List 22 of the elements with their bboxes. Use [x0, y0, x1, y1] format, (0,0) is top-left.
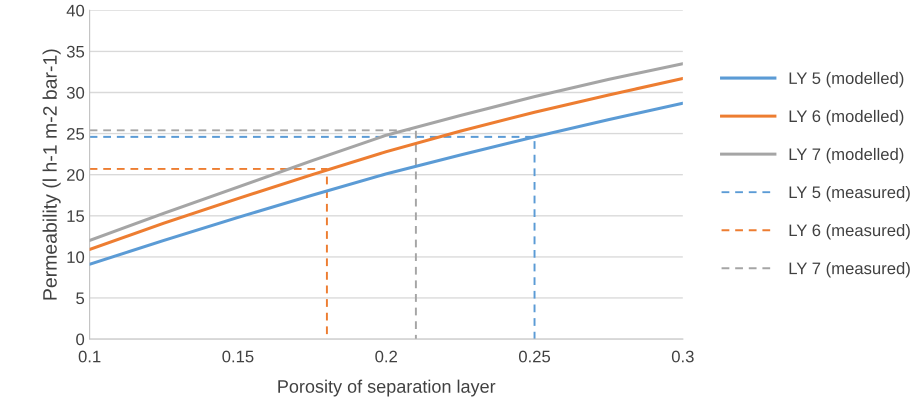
y-tick-label: 5	[76, 292, 84, 304]
x-tick-label: 0.2	[375, 350, 397, 362]
x-axis-title: Porosity of separation layer	[278, 380, 496, 396]
y-tick-label: 10	[68, 251, 84, 264]
legend-label: LY 5 (measured)	[790, 186, 910, 202]
y-tick-label: 25	[67, 128, 84, 140]
legend-label: LY 6 (measured)	[790, 224, 910, 240]
x-tick-label: 0.25	[518, 350, 550, 362]
y-tick-label: 0	[76, 333, 84, 346]
legend-label: LY 5 (modelled)	[790, 72, 904, 88]
x-tick-label: 0.3	[672, 350, 694, 362]
y-tick-label: 30	[66, 86, 84, 99]
y-tick-label: 40	[66, 4, 84, 17]
y-tick-label: 20	[67, 169, 84, 181]
legend-label: LY 6 (modelled)	[790, 110, 904, 126]
x-tick-label: 0.15	[222, 350, 254, 362]
y-tick-label: 35	[66, 46, 84, 58]
x-tick-label: 0.1	[78, 350, 100, 362]
y-axis-title: Permeability (l h-1 m-2 bar-1)	[42, 49, 61, 300]
legend-label: LY 7 (measured)	[790, 262, 910, 278]
y-tick-label: 15	[68, 210, 84, 222]
legend-label: LY 7 (modelled)	[790, 148, 904, 164]
